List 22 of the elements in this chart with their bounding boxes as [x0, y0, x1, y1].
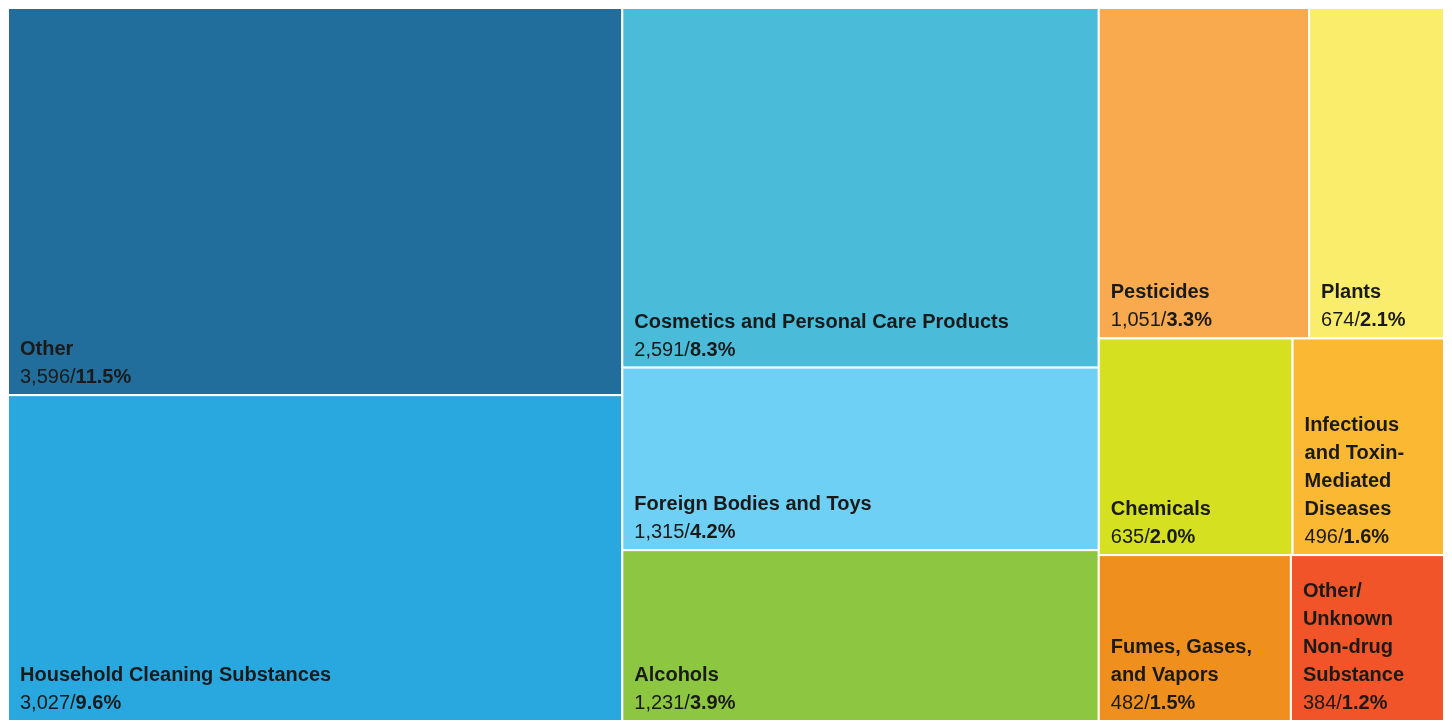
category-label: Alcohols [634, 663, 719, 685]
category-label: Fumes, Gases, and Vapors [1110, 635, 1252, 685]
category-label: Chemicals [1110, 497, 1211, 520]
data-label: 1,315/4.2% [634, 520, 736, 543]
data-label: 3,027/9.6% [20, 691, 122, 713]
data-label: 635/2.0% [1110, 525, 1196, 548]
data-label: 2,591/8.3% [634, 337, 736, 360]
data-label: 1,231/3.9% [634, 691, 736, 713]
category-label: Other/ Unknown Non-drug Substance [1302, 579, 1405, 685]
data-label: 3,596/11.5% [20, 365, 132, 388]
category-label: Plants [1321, 280, 1382, 303]
category-label: Pesticides [1110, 280, 1210, 303]
data-label: 384/1.2% [1302, 691, 1388, 713]
category-label: Other [20, 337, 74, 360]
category-label: Cosmetics and Personal Care Products [634, 309, 1009, 332]
category-label: Foreign Bodies and Toys [634, 492, 872, 515]
data-label: 674/2.1% [1321, 308, 1406, 331]
data-label: 496/1.6% [1304, 525, 1390, 548]
data-label: 1,051/3.3% [1110, 308, 1213, 331]
category-label: Household Cleaning Substances [20, 663, 332, 685]
category-label: Infectious and Toxin-Mediated Diseases [1304, 413, 1405, 520]
data-label: 482/1.5% [1110, 691, 1196, 713]
